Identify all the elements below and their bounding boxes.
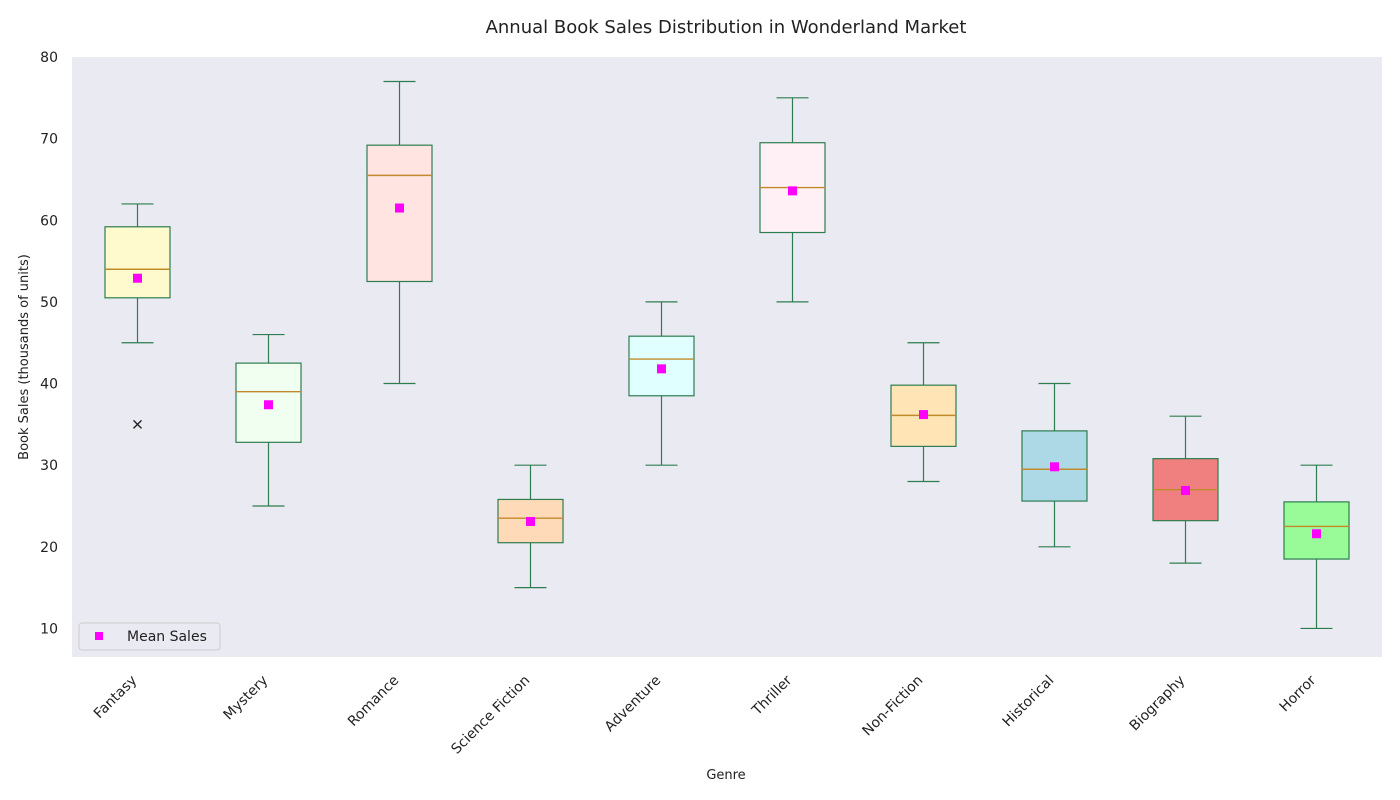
- x-tick-label: Thriller: [749, 672, 796, 719]
- y-tick-label: 10: [40, 621, 58, 637]
- y-axis: 10 20 30 40 50 60 70 80: [40, 50, 58, 637]
- y-tick-label: 70: [40, 132, 58, 148]
- box-adventure: [628, 301, 695, 466]
- mean-marker: [133, 273, 142, 283]
- mean-marker: [1312, 529, 1321, 539]
- y-tick-label: 80: [40, 50, 58, 66]
- x-tick-label: Fantasy: [91, 673, 140, 722]
- mean-marker: [264, 400, 273, 410]
- legend-label: Mean Sales: [127, 629, 207, 645]
- x-axis: Fantasy Mystery Romance Science Fiction Adve…: [91, 672, 1320, 757]
- box-biography: [1152, 415, 1219, 564]
- x-tick-label: Romance: [345, 673, 402, 730]
- legend-box: [78, 622, 221, 651]
- mean-marker: [657, 364, 666, 374]
- y-tick-label: 20: [40, 540, 58, 556]
- box-fantasy: [104, 203, 171, 429]
- mean-marker: [526, 516, 535, 526]
- box-thriller: [759, 97, 826, 303]
- x-tick-label: Biography: [1127, 673, 1189, 735]
- iqr-box: [104, 226, 171, 299]
- y-tick-label: 30: [40, 458, 58, 474]
- x-tick-label: Horror: [1277, 672, 1320, 715]
- iqr-box: [366, 144, 433, 283]
- mean-marker: [788, 186, 797, 196]
- mean-marker: [1050, 462, 1059, 472]
- chart-title: Annual Book Sales Distribution in Wonder…: [486, 17, 967, 38]
- boxes-group: [104, 80, 1350, 630]
- x-tick-label: Non-Fiction: [860, 673, 927, 740]
- y-tick-label: 60: [40, 213, 58, 229]
- x-tick-label: Adventure: [602, 673, 665, 736]
- x-tick-label: Mystery: [221, 673, 272, 724]
- outlier-marker: [133, 419, 142, 429]
- x-tick-label: Science Fiction: [448, 673, 533, 758]
- mean-marker: [1181, 485, 1190, 495]
- box-science-fiction: [497, 464, 564, 589]
- y-tick-label: 40: [40, 377, 58, 393]
- mean-marker: [919, 410, 928, 420]
- legend-mean-marker: [95, 632, 103, 640]
- box-historical: [1021, 382, 1088, 548]
- plot-area: [72, 57, 1382, 657]
- x-axis-label: Genre: [706, 768, 745, 783]
- box-non-fiction: [890, 342, 957, 483]
- mean-marker: [395, 203, 404, 213]
- y-axis-label: Book Sales (thousands of units): [17, 254, 32, 460]
- legend: Mean Sales: [78, 622, 221, 651]
- x-tick-label: Historical: [1000, 673, 1058, 731]
- y-tick-label: 50: [40, 295, 58, 311]
- box-romance: [366, 80, 433, 385]
- box-mystery: [235, 333, 302, 507]
- box-horror: [1283, 464, 1350, 630]
